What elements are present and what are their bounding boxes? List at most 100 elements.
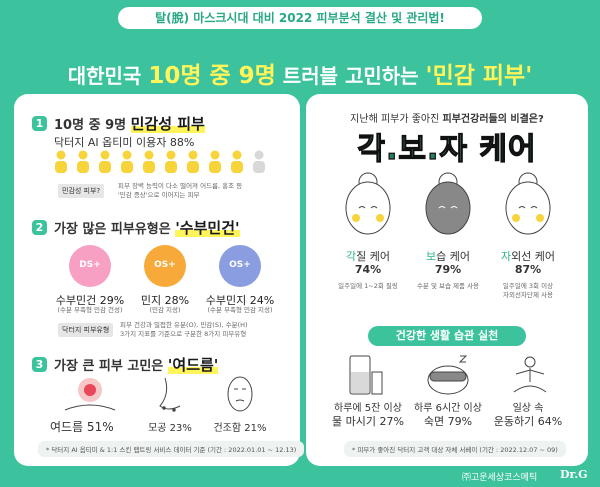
section-title: 가장 큰 피부 고민은 '여드름': [54, 354, 219, 375]
note-line: 피부 건강과 밀접한 유분(O), 민감(S), 수분(H): [120, 321, 248, 329]
care-sub: 일주일에 1~2회 필링: [338, 282, 398, 290]
headline-dot: .: [385, 131, 399, 167]
habit-line: 물 마시기 27%: [332, 415, 404, 428]
section-number: 2: [32, 220, 47, 235]
type-badge: OS+: [154, 260, 176, 270]
people-icons: [55, 150, 265, 173]
care-key: 자: [500, 250, 512, 263]
concern-label: 모공 23%: [148, 423, 192, 434]
note-line: 3가지 지표를 기준으로 구분한 8가지 피부유형: [120, 330, 247, 338]
banner: 탈(脫) 마스크시대 대비 2022 피부분석 결산 및 관리법!: [118, 7, 482, 29]
care-percent: 79%: [434, 263, 462, 276]
section-number: 1: [32, 116, 47, 131]
type-sub: (수분 부족형 민감 지성): [207, 306, 273, 314]
type-badge: DS+: [79, 260, 101, 270]
section-subtitle: 닥터지 AI 옵티미 이용자 88%: [54, 136, 195, 149]
question-bold: 피부건강러들의 비결은?: [442, 114, 544, 125]
concern-label: 여드름 51%: [50, 420, 114, 434]
type-sub: (민감 지성): [149, 306, 181, 314]
habits-title: 건강한 생활 습관 실천: [368, 326, 526, 346]
title-key: 민감성 피부: [130, 115, 205, 133]
type-label: 민지 28%: [140, 294, 190, 307]
type-label: 수부민지 24%: [205, 294, 275, 307]
headline-key: 보: [398, 131, 427, 167]
care-key: 각: [346, 250, 357, 263]
note-text: 피부 장벽 능력이 다소 떨어져 어드름, 홍조 등 '민감 증상'으로 이어지는…: [118, 182, 242, 200]
title-highlight: '민감 피부': [425, 63, 533, 89]
care-sub-line: 일주일에 3회 이상: [502, 282, 554, 290]
note-label: 민감성 피부?: [58, 184, 105, 198]
habit-label: 하루 6시간 이상 숙면 79%: [403, 402, 493, 428]
habit-line: 일상 속: [512, 403, 544, 414]
care-percent: 74%: [354, 263, 382, 276]
type-label: 수부민건 29%: [55, 294, 125, 307]
habit-line: 하루에 5잔 이상: [334, 403, 402, 414]
care-label: 자외선 케어: [488, 248, 568, 264]
note-text: 피부 건강과 밀접한 유분(O), 민감(S), 수분(H) 3가지 지표를 기준…: [120, 321, 248, 339]
sleep-icon: [427, 355, 469, 395]
face-peel: [345, 172, 391, 235]
note-line: 피부 장벽 능력이 다소 떨어져 어드름, 홍조 등: [118, 182, 243, 190]
type-circle: [144, 245, 186, 287]
right-panel: [306, 94, 588, 466]
main-title: 대한민국 10명 중 9명 트러블 고민하는 '민감 피부': [0, 56, 600, 90]
dry-icon: [227, 376, 253, 412]
care-percent: 87%: [514, 263, 542, 276]
type-sub: (수분 부족형 민감 건성): [57, 306, 123, 314]
face-mask: [425, 172, 471, 235]
habit-label: 일상 속 운동하기 64%: [483, 402, 573, 428]
title-part: 대한민국: [67, 64, 149, 88]
care-sub: 일주일에 3회 이상 자외선차단제 사용: [488, 282, 568, 300]
care-label: 보습 케어: [408, 248, 488, 264]
section-title: 10명 중 9명 민감성 피부: [54, 113, 205, 134]
title-part: 10명 중 9명: [54, 118, 131, 133]
habit-label: 하루에 5잔 이상 물 마시기 27%: [323, 402, 413, 428]
title-key: '수부민건': [175, 219, 240, 237]
care-rest: 습 케어: [436, 250, 470, 263]
type-circle: [219, 245, 261, 287]
habit-line: 운동하기 64%: [493, 415, 563, 428]
face-icons: [345, 172, 551, 235]
section-title: 가장 많은 피부유형은 '수부민건': [54, 217, 240, 238]
care-rest: 질 케어: [356, 250, 390, 263]
footnote: * 피부가 좋아진 닥터지 고객 대상 자체 서베이 (기간 : 2022.12…: [344, 441, 566, 457]
care-sub: 수분 및 보습 제품 사용: [416, 282, 480, 290]
habit-line: 숙면 79%: [423, 415, 473, 428]
headline-dot: .: [426, 131, 440, 167]
people-highlighted: [55, 150, 243, 173]
water-icon: [349, 355, 383, 395]
habit-icons: [349, 355, 547, 395]
note-label: 닥터지 피부유형: [58, 323, 114, 337]
note-line: '민감 증상'으로 이어지는 피부: [118, 191, 200, 199]
care-key: 보: [426, 250, 437, 263]
habit-line: 하루 6시간 이상: [414, 403, 482, 414]
skin-type-circles: [69, 245, 261, 287]
care-label: 각질 케어: [328, 248, 408, 264]
face-sun: [505, 172, 551, 235]
title-part: 트러블 고민하는: [275, 64, 426, 88]
question: 지난해 피부가 좋아진 피부건강러들의 비결은?: [306, 110, 588, 125]
concern-label: 건조함 21%: [213, 423, 267, 434]
title-key: '여드름': [167, 356, 219, 374]
type-badge: OS+: [229, 260, 251, 270]
title-part: 가장 많은 피부유형은: [54, 222, 176, 237]
title-highlight: 10명 중 9명: [148, 63, 276, 89]
brand: Dr.G: [560, 468, 588, 481]
section-number: 3: [32, 357, 47, 372]
type-circle: [69, 245, 111, 287]
headline: 각.보.자 케어: [306, 124, 588, 168]
footnote: * 닥터지 AI 옵티미 & 1:1 스킨 랩트링 서비스 데이터 기준 (기간…: [38, 441, 305, 457]
care-rest: 외선 케어: [511, 250, 556, 263]
company: ㈜고운세상코스메틱: [462, 473, 538, 483]
headline-key: 자: [439, 131, 468, 167]
question-part: 지난해 피부가 좋아진: [350, 114, 443, 125]
acne-icon: [64, 378, 116, 411]
exercise-icon: [513, 356, 547, 393]
pore-icon: [159, 377, 181, 412]
concern-icons: [64, 376, 253, 412]
care-sub-line: 자외선차단제 사용: [503, 291, 553, 299]
headline-key: 각: [357, 131, 386, 167]
headline-rest: 케어: [467, 131, 537, 167]
title-part: 가장 큰 피부 고민은: [54, 359, 168, 374]
